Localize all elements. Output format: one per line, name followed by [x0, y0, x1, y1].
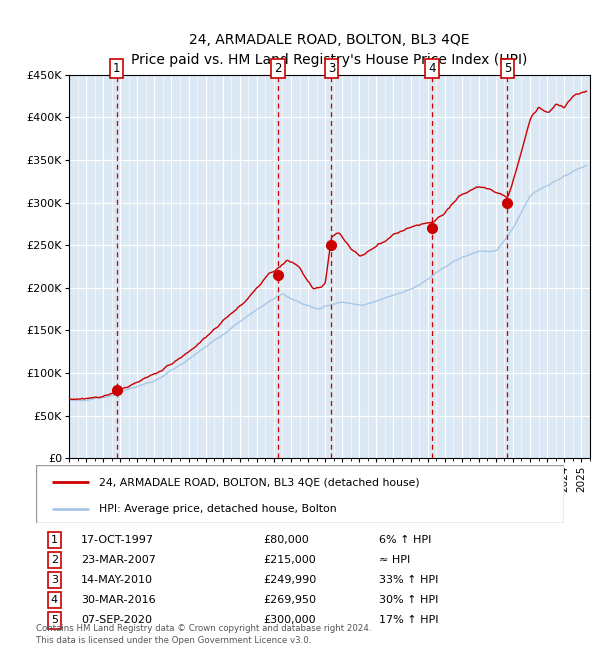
Text: 4: 4: [428, 62, 436, 75]
Text: 2: 2: [274, 62, 281, 75]
Text: 23-MAR-2007: 23-MAR-2007: [81, 555, 156, 565]
Text: 30% ↑ HPI: 30% ↑ HPI: [379, 595, 439, 605]
Text: 1: 1: [113, 62, 121, 75]
Text: £249,990: £249,990: [263, 575, 316, 585]
Text: 1: 1: [51, 535, 58, 545]
Text: 3: 3: [328, 62, 335, 75]
Text: £215,000: £215,000: [263, 555, 316, 565]
Text: £80,000: £80,000: [263, 535, 309, 545]
Text: 33% ↑ HPI: 33% ↑ HPI: [379, 575, 439, 585]
Text: 17-OCT-1997: 17-OCT-1997: [81, 535, 154, 545]
Text: 5: 5: [504, 62, 511, 75]
Text: 5: 5: [51, 616, 58, 625]
Text: 17% ↑ HPI: 17% ↑ HPI: [379, 616, 439, 625]
Text: ≈ HPI: ≈ HPI: [379, 555, 410, 565]
Text: HPI: Average price, detached house, Bolton: HPI: Average price, detached house, Bolt…: [100, 504, 337, 514]
Text: £300,000: £300,000: [263, 616, 316, 625]
Text: 6% ↑ HPI: 6% ↑ HPI: [379, 535, 431, 545]
Text: 30-MAR-2016: 30-MAR-2016: [81, 595, 155, 605]
Text: 4: 4: [51, 595, 58, 605]
Text: 14-MAY-2010: 14-MAY-2010: [81, 575, 153, 585]
Text: 07-SEP-2020: 07-SEP-2020: [81, 616, 152, 625]
Text: £269,950: £269,950: [263, 595, 316, 605]
Text: Contains HM Land Registry data © Crown copyright and database right 2024.
This d: Contains HM Land Registry data © Crown c…: [36, 624, 371, 645]
Text: 3: 3: [51, 575, 58, 585]
Title: 24, ARMADALE ROAD, BOLTON, BL3 4QE
Price paid vs. HM Land Registry's House Price: 24, ARMADALE ROAD, BOLTON, BL3 4QE Price…: [131, 33, 527, 67]
Text: 2: 2: [51, 555, 58, 565]
Text: 24, ARMADALE ROAD, BOLTON, BL3 4QE (detached house): 24, ARMADALE ROAD, BOLTON, BL3 4QE (deta…: [100, 477, 420, 488]
